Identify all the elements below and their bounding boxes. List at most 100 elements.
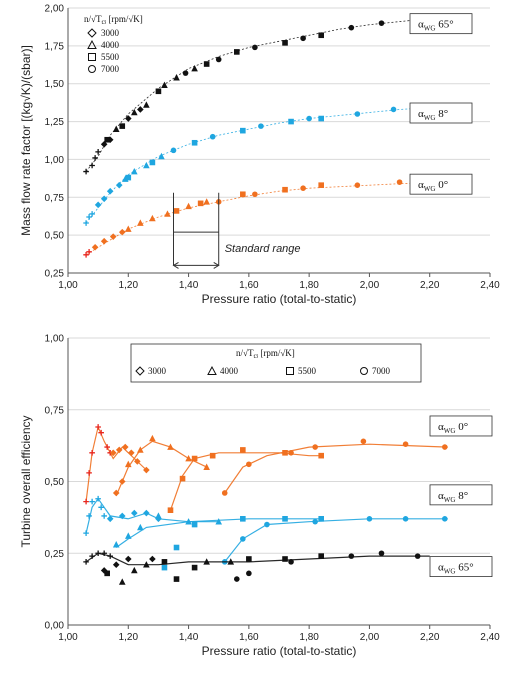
trend-line bbox=[115, 440, 207, 497]
data-point-diamond bbox=[109, 233, 117, 240]
data-point-triangle bbox=[203, 463, 210, 470]
data-point-diamond bbox=[137, 106, 144, 113]
data-point-circle bbox=[414, 553, 421, 559]
data-point-cross bbox=[86, 470, 92, 476]
trend-line bbox=[169, 452, 322, 511]
data-point-circle bbox=[312, 518, 318, 525]
data-point-diamond bbox=[128, 449, 135, 457]
data-point-diamond bbox=[131, 509, 138, 517]
data-point-square bbox=[209, 452, 216, 459]
y-tick-label: 0,75 bbox=[45, 193, 65, 204]
x-tick-label: 1,20 bbox=[119, 632, 139, 643]
x-tick-label: 1,40 bbox=[179, 280, 199, 291]
legend-marker-diamond bbox=[135, 366, 145, 376]
data-point-cross bbox=[95, 495, 101, 502]
data-point-square bbox=[203, 61, 210, 67]
y-tick-label: 0,50 bbox=[45, 477, 65, 488]
x-tick-label: 1,00 bbox=[58, 632, 78, 643]
data-point-cross bbox=[95, 550, 101, 557]
trend-line bbox=[115, 518, 322, 548]
data-point-cross bbox=[89, 211, 95, 217]
data-point-circle bbox=[252, 191, 258, 198]
y-tick-label: 0,00 bbox=[45, 621, 65, 632]
x-tick-label: 1,80 bbox=[299, 280, 319, 291]
data-point-circle bbox=[234, 576, 240, 582]
data-point-circle bbox=[209, 133, 216, 140]
data-point-square bbox=[234, 49, 240, 55]
data-point-square bbox=[318, 516, 324, 522]
trend-line bbox=[85, 18, 430, 172]
data-point-cross bbox=[86, 214, 92, 220]
x-tick-label: 2,00 bbox=[360, 280, 380, 291]
data-point-square bbox=[191, 139, 198, 146]
data-point-diamond bbox=[106, 515, 114, 523]
data-point-triangle bbox=[185, 518, 192, 525]
legend-marker-square bbox=[88, 53, 96, 61]
data-point-circle bbox=[366, 516, 373, 522]
data-point-cross bbox=[86, 249, 92, 255]
data-point-triangle bbox=[143, 101, 150, 108]
data-point-triangle bbox=[161, 81, 168, 89]
data-point-triangle bbox=[227, 558, 235, 565]
data-point-square bbox=[191, 564, 198, 571]
top-chart: 0,25 0,50 0,75 1,00 1,25 1,50 1,75 2,00 1,00 1,20… bbox=[19, 4, 500, 307]
data-point-diamond bbox=[118, 478, 126, 485]
data-point-square bbox=[246, 556, 252, 562]
data-point-square bbox=[318, 452, 324, 459]
data-point-square bbox=[282, 556, 288, 562]
data-point-diamond bbox=[100, 237, 108, 245]
legend-marker-circle bbox=[88, 65, 96, 73]
data-point-cross bbox=[86, 513, 92, 519]
legend-marker-triangle bbox=[207, 365, 217, 375]
data-point-square bbox=[104, 136, 110, 143]
arrow-head-left bbox=[172, 262, 179, 269]
x-tick-label: 2,20 bbox=[420, 280, 440, 291]
data-point-cross bbox=[83, 168, 89, 175]
x-tick-label: 1,40 bbox=[179, 632, 199, 643]
data-point-square bbox=[125, 174, 132, 181]
data-point-triangle bbox=[131, 167, 138, 175]
data-point-circle bbox=[300, 185, 306, 191]
data-point-triangle bbox=[149, 434, 156, 442]
data-point-diamond bbox=[118, 228, 126, 236]
data-point-square bbox=[104, 570, 110, 577]
data-point-cross bbox=[89, 553, 95, 559]
legend-label: 4000 bbox=[220, 366, 239, 376]
data-point-square bbox=[167, 507, 174, 513]
y-tick-label: 1,75 bbox=[45, 41, 65, 52]
data-point-cross bbox=[92, 155, 98, 161]
legend-label: 7000 bbox=[101, 64, 120, 74]
data-point-triangle bbox=[124, 225, 132, 232]
legend-label: 7000 bbox=[372, 366, 391, 376]
legend-marker-square bbox=[286, 367, 294, 375]
x-tick-label: 2,40 bbox=[480, 280, 500, 291]
data-point-circle bbox=[246, 570, 252, 577]
legend-label: 4000 bbox=[101, 40, 120, 50]
y-tick-label: 1,00 bbox=[45, 334, 65, 345]
data-point-diamond bbox=[106, 187, 114, 195]
legend-marker-triangle bbox=[87, 39, 97, 49]
legend-label: 5500 bbox=[298, 366, 317, 376]
series-label: αWG 65° bbox=[438, 562, 474, 576]
data-point-triangle bbox=[131, 108, 138, 116]
data-point-square bbox=[318, 115, 324, 122]
data-point-square bbox=[161, 564, 168, 571]
data-point-circle bbox=[378, 550, 385, 557]
data-point-triangle bbox=[137, 219, 144, 226]
data-point-cross bbox=[107, 553, 113, 559]
legend-title: n/√Tt3 [rpm/√K] bbox=[84, 14, 143, 26]
data-point-diamond bbox=[143, 509, 150, 517]
data-point-square bbox=[119, 123, 126, 129]
data-point-circle bbox=[264, 521, 270, 528]
data-point-circle bbox=[246, 461, 252, 468]
data-point-circle bbox=[441, 444, 448, 450]
x-tick-label: 2,20 bbox=[420, 632, 440, 643]
data-point-circle bbox=[312, 444, 318, 450]
data-point-circle bbox=[182, 70, 189, 76]
data-point-cross bbox=[98, 504, 104, 511]
data-point-square bbox=[173, 208, 180, 214]
legend-marker-diamond bbox=[87, 28, 97, 38]
data-point-square bbox=[240, 191, 246, 198]
y-tick-label: 0,50 bbox=[45, 231, 65, 242]
